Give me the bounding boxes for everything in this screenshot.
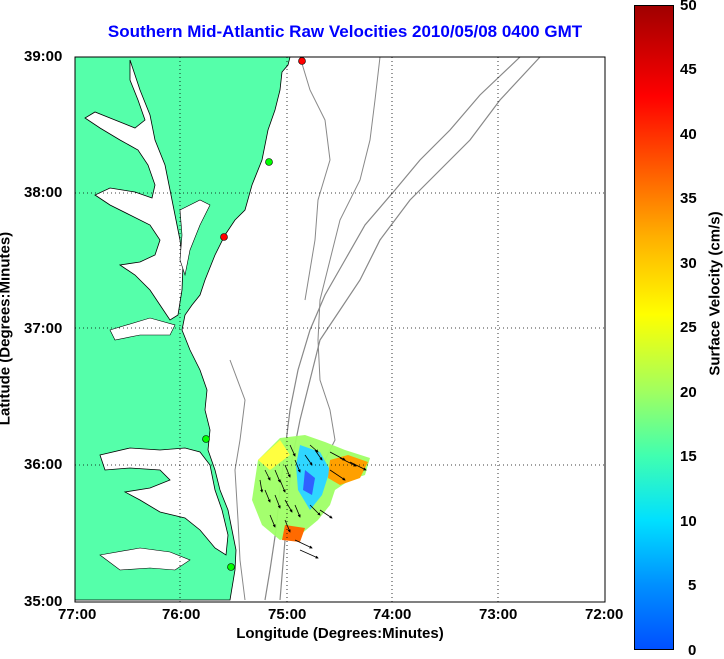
colorbar-tick: 45 (680, 61, 697, 78)
site-marker (202, 435, 210, 443)
site-marker (298, 57, 306, 65)
colorbar-label: Surface Velocity (cm/s) (706, 211, 724, 376)
colorbar-tick: 25 (680, 319, 697, 336)
y-tick: 35:00 (24, 593, 63, 610)
plot-frame (74, 56, 606, 603)
colorbar-tick: 40 (680, 126, 697, 143)
y-tick: 38:00 (24, 184, 63, 201)
map-title: Southern Mid-Atlantic Raw Velocities 201… (107, 22, 583, 41)
pamlico-sound (99, 447, 229, 556)
y-tick: 37:00 (24, 320, 63, 337)
colorbar (634, 5, 674, 650)
colorbar-tick: 35 (680, 190, 697, 207)
x-tick: 73:00 (479, 606, 518, 623)
land-mainland (75, 57, 291, 601)
x-axis-label: Longitude (Degrees:Minutes) (236, 625, 444, 642)
y-tick: 39:00 (24, 48, 63, 65)
chesapeake-bay (84, 59, 184, 321)
x-tick: 72:00 (585, 606, 624, 623)
x-tick: 75:00 (268, 606, 307, 623)
colorbar-tick: 30 (680, 255, 697, 272)
x-tick: 76:00 (162, 606, 201, 623)
colorbar-tick: 15 (680, 448, 697, 465)
grid (75, 57, 605, 602)
x-tick: 74:00 (373, 606, 412, 623)
colorbar-tick: 10 (680, 513, 697, 530)
colorbar-tick: 5 (688, 577, 697, 594)
y-tick: 36:00 (24, 456, 63, 473)
site-marker (265, 158, 273, 166)
site-marker (220, 233, 228, 241)
site-marker (227, 563, 235, 571)
colorbar-tick: 50 (680, 0, 697, 14)
y-axis-label: Latitude (Degrees:Minutes) (0, 231, 14, 426)
x-tick: 77:00 (58, 606, 97, 623)
colorbar-tick: 0 (688, 642, 697, 659)
colorbar-tick: 20 (680, 384, 697, 401)
